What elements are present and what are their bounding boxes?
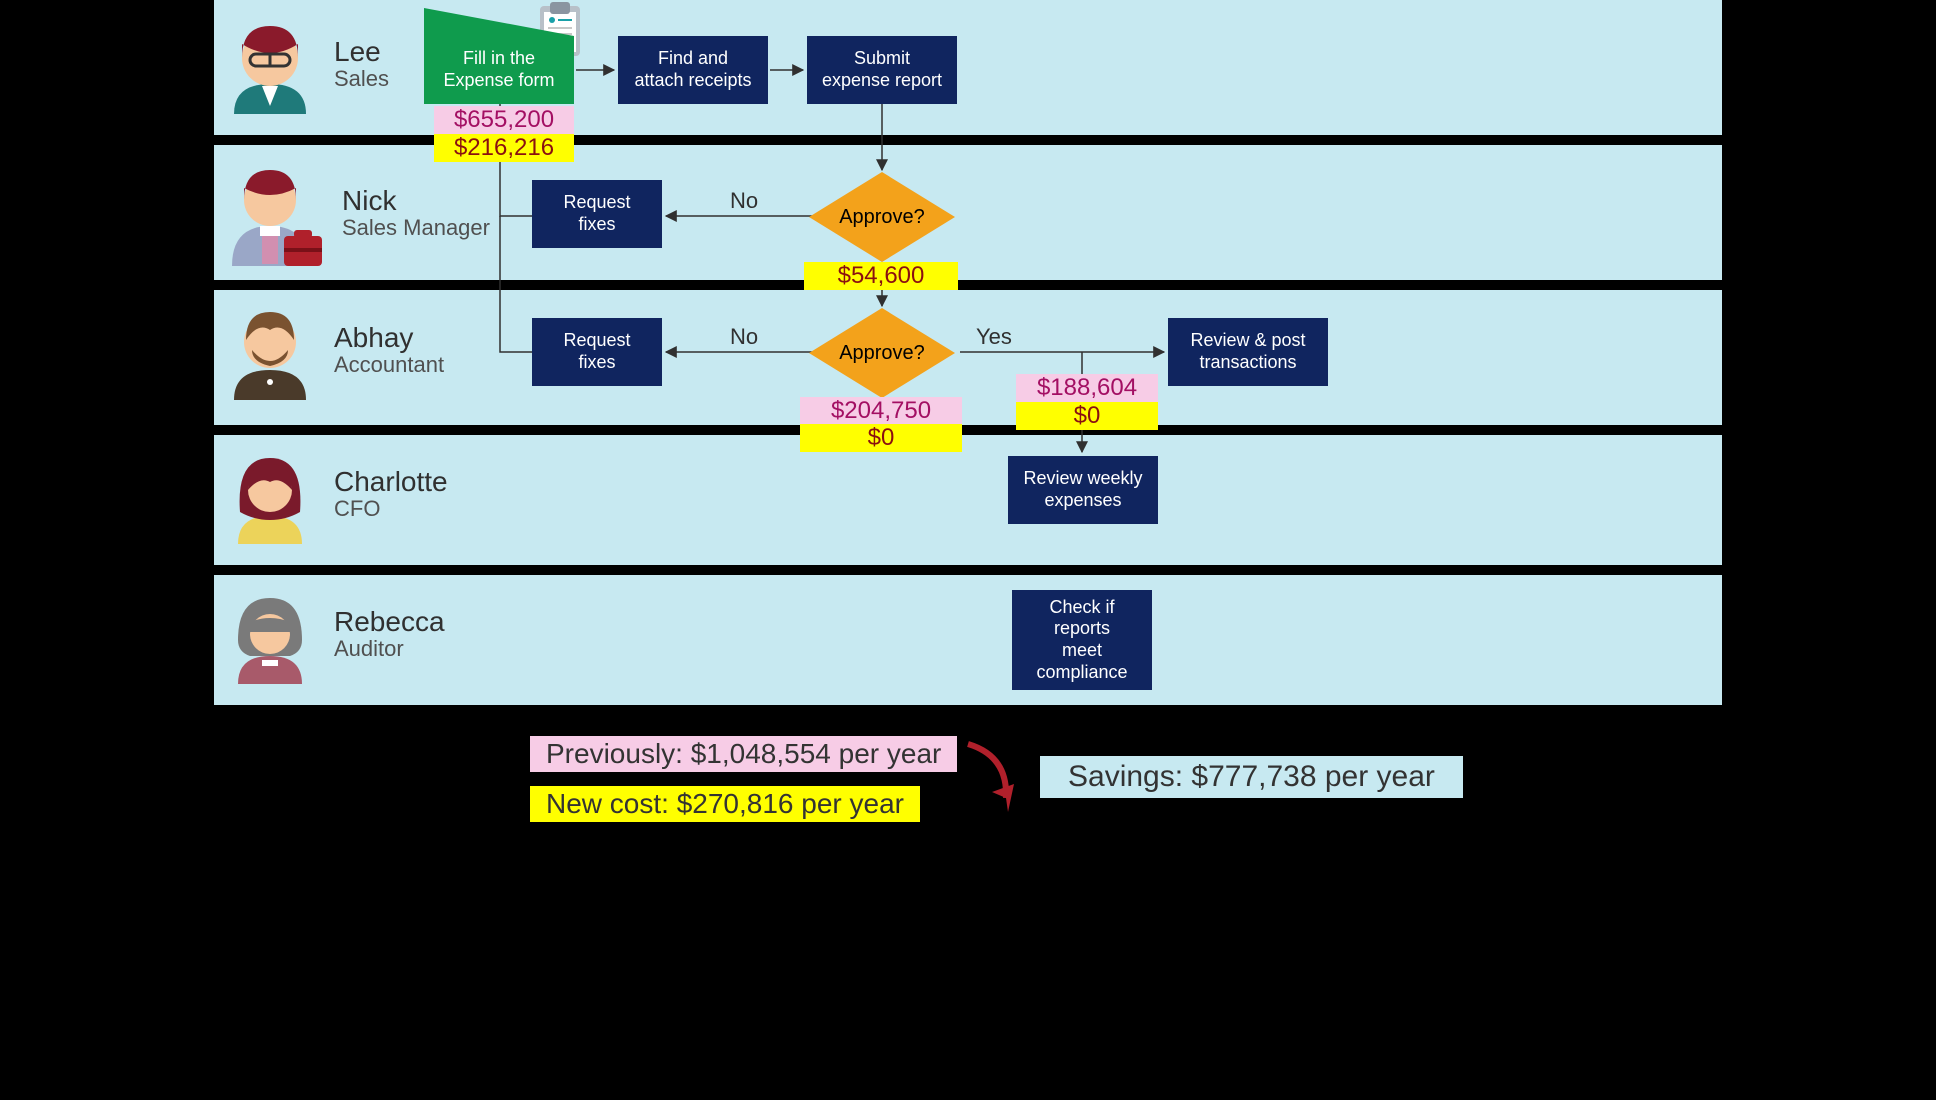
cost-approve1-new: $54,600: [804, 262, 958, 290]
lane-divider: [214, 425, 1722, 435]
persona-rebecca: Rebecca Auditor: [224, 584, 445, 684]
avatar-abhay-icon: [224, 300, 316, 400]
edge-label-no-1: No: [730, 188, 758, 214]
node-label: Review weekly expenses: [1023, 468, 1142, 511]
cost-review-post-prev: $188,604: [1016, 374, 1158, 402]
edge-label-no-2: No: [730, 324, 758, 350]
persona-role: Accountant: [334, 353, 444, 377]
persona-name: Charlotte: [334, 467, 448, 496]
persona-name: Rebecca: [334, 607, 445, 636]
node-review-weekly-expenses: Review weekly expenses: [1008, 456, 1158, 524]
cost-approve2-new: $0: [800, 424, 962, 452]
persona-charlotte: Charlotte CFO: [224, 444, 448, 544]
persona-name: Nick: [342, 186, 490, 215]
avatar-rebecca-icon: [224, 584, 316, 684]
persona-lee: Lee Sales: [224, 14, 389, 114]
node-check-compliance: Check if reports meet compliance: [1012, 590, 1152, 690]
node-label: Request fixes: [563, 330, 630, 373]
node-label: Check if reports meet compliance: [1036, 597, 1127, 683]
lane-divider: [214, 280, 1722, 290]
curved-arrow-icon: [958, 736, 1018, 826]
cost-fill-form-prev: $655,200: [434, 106, 574, 134]
summary-divider: [530, 778, 950, 782]
swimlane-diagram: Lee Sales Nick Sales Manager Ab: [200, 0, 1736, 873]
node-fill-expense-form: Fill in the Expense form: [424, 36, 574, 104]
persona-role: Sales: [334, 67, 389, 91]
node-request-fixes-2: Request fixes: [532, 318, 662, 386]
node-request-fixes-1: Request fixes: [532, 180, 662, 248]
avatar-lee-icon: [224, 14, 316, 114]
cost-review-post-new: $0: [1016, 402, 1158, 430]
persona-nick: Nick Sales Manager: [224, 158, 490, 268]
summary-savings: Savings: $777,738 per year: [1040, 756, 1463, 798]
node-label: Submit expense report: [822, 48, 942, 91]
node-label: Approve?: [839, 206, 925, 229]
node-label: Approve?: [839, 342, 925, 365]
persona-role: CFO: [334, 497, 448, 521]
node-label: Find and attach receipts: [634, 48, 751, 91]
edge-label-yes-2: Yes: [976, 324, 1012, 350]
node-find-attach-receipts: Find and attach receipts: [618, 36, 768, 104]
node-submit-expense-report: Submit expense report: [807, 36, 957, 104]
cost-fill-form-new: $216,216: [434, 134, 574, 162]
persona-role: Sales Manager: [342, 216, 490, 240]
node-label: Review & post transactions: [1190, 330, 1305, 373]
persona-abhay: Abhay Accountant: [224, 300, 444, 400]
node-label: Request fixes: [563, 192, 630, 235]
persona-role: Auditor: [334, 637, 445, 661]
summary-new-cost: New cost: $270,816 per year: [530, 786, 920, 822]
lane-divider: [214, 565, 1722, 575]
node-label: Fill in the Expense form: [443, 48, 554, 91]
avatar-nick-icon: [224, 158, 324, 268]
node-review-post-transactions: Review & post transactions: [1168, 318, 1328, 386]
persona-name: Abhay: [334, 323, 444, 352]
avatar-charlotte-icon: [224, 444, 316, 544]
persona-name: Lee: [334, 37, 389, 66]
summary-previously: Previously: $1,048,554 per year: [530, 736, 957, 772]
cost-approve2-prev: $204,750: [800, 397, 962, 425]
